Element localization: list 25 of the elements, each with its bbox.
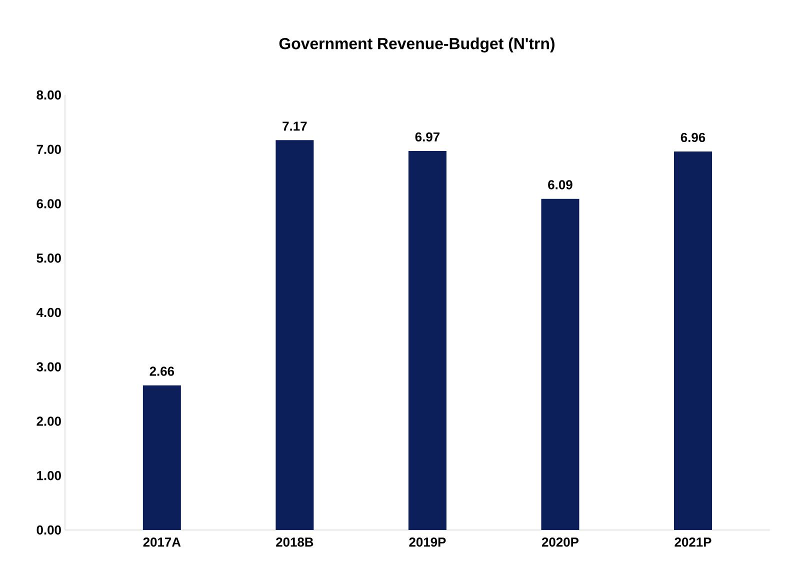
bar [276,140,314,530]
y-tick-label: 5.00 [36,254,61,263]
y-tick-label: 6.00 [36,199,61,208]
data-label: 2.66 [150,366,174,376]
x-tick-label: 2017A [143,538,181,547]
chart-title: Government Revenue-Budget (N'trn) [279,38,554,52]
data-label: 7.17 [282,122,307,131]
y-tick-label: 4.00 [36,308,61,318]
data-label: 6.96 [680,132,706,142]
x-tick-label: 2018B [276,538,314,547]
bar [408,151,446,530]
y-tick-label: 2.00 [36,416,61,426]
bar [674,152,712,530]
bar [142,385,181,530]
data-label: 6.97 [415,132,440,142]
y-tick-label: 8.00 [36,90,61,100]
y-tick-label: 0.00 [36,525,61,535]
bar [541,198,580,530]
x-tick-label: 2021P [674,538,712,547]
data-label: 6.09 [548,180,572,190]
y-tick-label: 3.00 [36,362,61,372]
y-tick-label: 7.00 [36,144,61,154]
y-tick-label: 1.00 [37,471,61,480]
x-tick-label: 2019P [409,538,446,547]
x-tick-label: 2020P [542,538,579,547]
